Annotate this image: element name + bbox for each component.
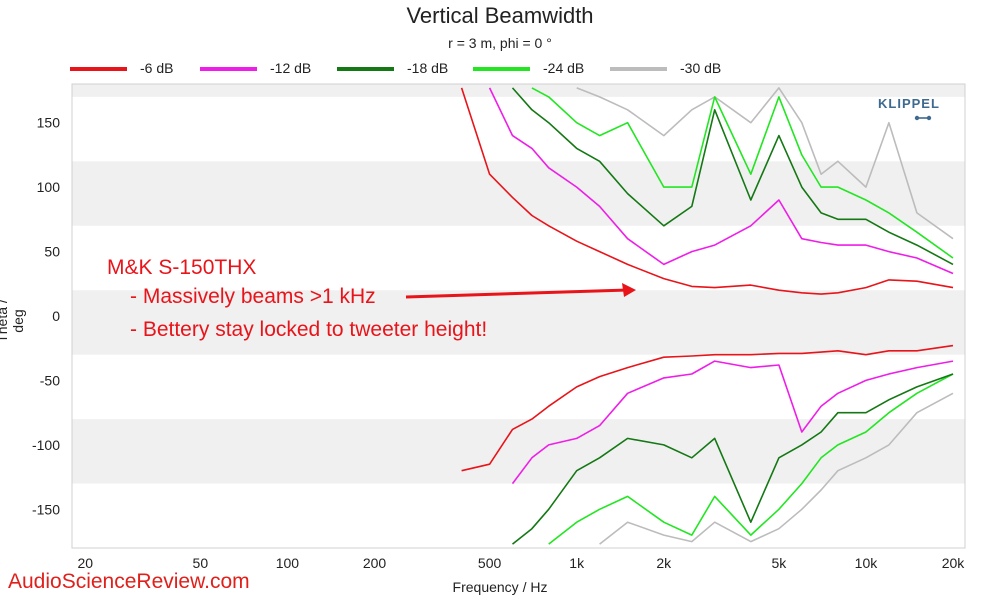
series-30db-lower-line xyxy=(599,392,954,545)
annotation-beams-note: - Massively beams >1 kHz xyxy=(130,285,376,308)
y-tick-label: 50 xyxy=(44,244,60,260)
x-tick-label: 1k xyxy=(569,555,585,571)
series-6db-lower-line xyxy=(461,344,954,472)
x-tick-label: 50 xyxy=(193,555,209,571)
series-24db-lower-line xyxy=(548,373,954,545)
series-lines xyxy=(460,87,954,545)
klippel-logo: KLIPPEL xyxy=(878,96,940,111)
grid-band xyxy=(72,161,965,226)
legend-label: -24 dB xyxy=(543,60,585,76)
annotation-speaker-name: M&K S-150THX xyxy=(107,256,257,279)
plot-border xyxy=(71,83,966,549)
x-tick-label: 100 xyxy=(276,555,300,571)
series-30db-upper-line xyxy=(576,87,954,240)
series-18db-lower-line xyxy=(512,373,954,545)
x-tick-label: 10k xyxy=(855,555,879,571)
annotation-arrow xyxy=(405,288,629,299)
y-tick-label: -100 xyxy=(32,437,60,453)
series-12db-upper-line xyxy=(488,87,954,275)
y-tick-label: -150 xyxy=(32,501,60,517)
y-tick-label: 100 xyxy=(37,179,61,195)
legend-label: -18 dB xyxy=(407,60,449,76)
series-18db-upper-line xyxy=(511,87,954,266)
grid-band xyxy=(72,84,965,97)
klippel-logo-mark xyxy=(914,115,932,121)
x-tick-label: 2k xyxy=(656,555,672,571)
grid-band xyxy=(72,290,965,355)
legend-swatch xyxy=(70,67,127,71)
chart-title: Vertical Beamwidth xyxy=(406,3,594,28)
y-axis-ticks: 150 100 50 0 -50 -100 -150 xyxy=(32,115,60,518)
x-axis-label: Frequency / Hz xyxy=(452,579,548,595)
x-tick-label: 500 xyxy=(478,555,502,571)
series-12db-lower-line xyxy=(511,360,954,485)
x-tick-label: 20 xyxy=(77,555,93,571)
x-tick-label: 20k xyxy=(942,555,966,571)
legend-label: -6 dB xyxy=(140,60,174,76)
y-tick-label: 0 xyxy=(52,308,60,324)
x-tick-label: 200 xyxy=(363,555,387,571)
x-axis-ticks: 20 50 100 200 500 1k 2k 5k 10k 20k xyxy=(77,555,965,571)
legend-swatch xyxy=(200,67,257,71)
annotation-height-note: - Bettery stay locked to tweeter height! xyxy=(130,318,488,341)
x-tick-label: 5k xyxy=(771,555,787,571)
chart-subtitle: r = 3 m, phi = 0 ° xyxy=(448,35,552,51)
grid-bands xyxy=(71,83,966,549)
y-axis-label: Theta / deg xyxy=(0,299,26,343)
series-6db-upper-line xyxy=(460,87,954,295)
y-tick-label: -50 xyxy=(40,372,60,388)
legend-label: -12 dB xyxy=(270,60,312,76)
y-tick-label: 150 xyxy=(37,115,61,131)
legend-swatch xyxy=(610,67,667,71)
legend-swatch xyxy=(473,67,530,71)
watermark: AudioScienceReview.com xyxy=(8,570,250,593)
annotation-arrowhead xyxy=(622,283,636,297)
grid-band xyxy=(72,419,965,484)
legend-label: -30 dB xyxy=(680,60,722,76)
series-24db-upper-line xyxy=(531,87,954,259)
legend-swatch xyxy=(337,67,394,71)
